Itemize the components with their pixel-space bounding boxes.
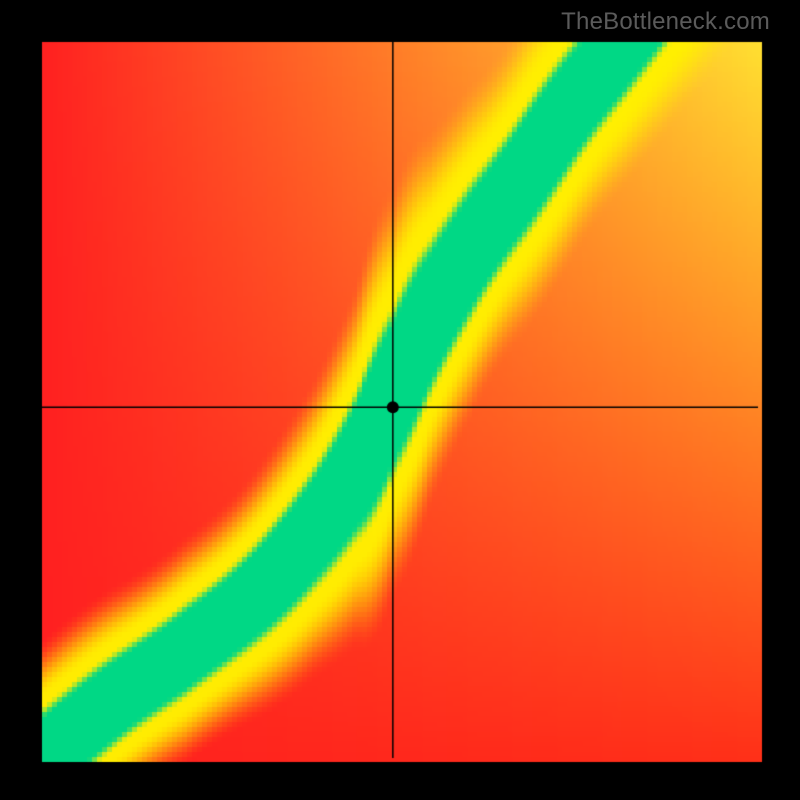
watermark-text: TheBottleneck.com (561, 8, 770, 36)
bottleneck-heatmap (0, 0, 800, 800)
chart-container: TheBottleneck.com (0, 0, 800, 800)
